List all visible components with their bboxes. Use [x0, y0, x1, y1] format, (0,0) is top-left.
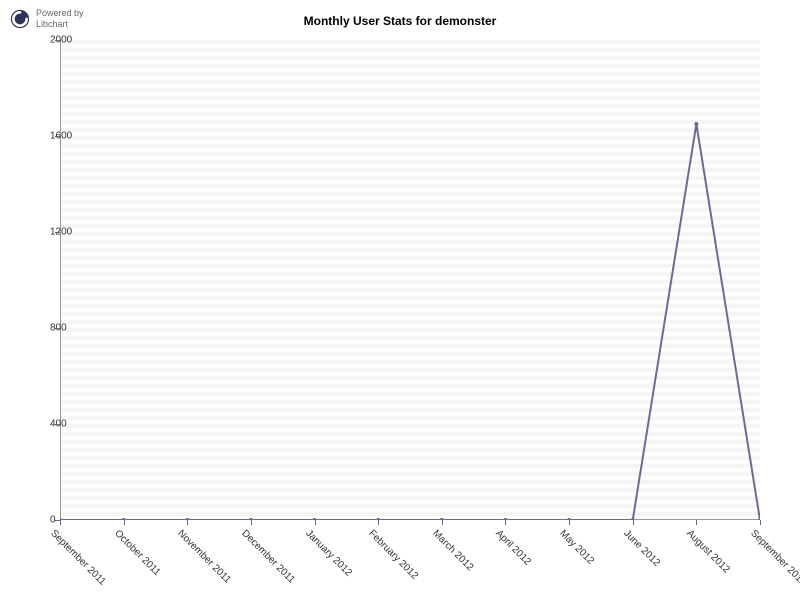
x-axis-tick-label: March 2012: [430, 528, 475, 573]
y-axis-tick-label: 1600: [50, 131, 52, 142]
x-axis-tick-mark: [378, 520, 379, 525]
data-point-marker: [440, 518, 444, 520]
x-axis-tick-mark: [442, 520, 443, 525]
data-point-marker: [60, 518, 62, 520]
data-point-marker: [185, 518, 189, 520]
x-axis-tick-mark: [569, 520, 570, 525]
data-point-marker: [758, 518, 760, 520]
data-point-marker: [249, 518, 253, 520]
x-axis-tick-mark: [60, 520, 61, 525]
x-axis-tick-label: January 2012: [303, 528, 354, 579]
data-point-marker: [631, 518, 635, 520]
data-point-marker: [503, 518, 507, 520]
branding-text: Powered by Libchart: [36, 8, 84, 30]
x-axis-tick-mark: [251, 520, 252, 525]
x-axis-tick-mark: [124, 520, 125, 525]
x-axis-tick-label: February 2012: [366, 528, 420, 582]
y-axis-tick-label: 2000: [50, 35, 52, 46]
y-axis-tick-label: 400: [50, 419, 52, 430]
y-axis-tick-label: 1200: [50, 227, 52, 238]
data-point-marker: [313, 518, 317, 520]
data-point-marker: [122, 518, 126, 520]
x-axis-tick-label: November 2011: [175, 528, 233, 586]
y-axis-tick-label: 0: [50, 515, 52, 526]
chart-title: Monthly User Stats for demonster: [304, 14, 497, 28]
x-axis-tick-mark: [633, 520, 634, 525]
data-point-marker: [567, 518, 571, 520]
x-axis-tick-label: August 2012: [685, 528, 732, 575]
x-axis-tick-mark: [315, 520, 316, 525]
x-axis-tick-label: June 2012: [621, 528, 662, 569]
x-axis-tick-label: May 2012: [557, 528, 596, 567]
chart-line-svg: [60, 40, 760, 520]
data-point-marker: [694, 122, 698, 126]
x-axis-tick-label: September 2012: [748, 528, 800, 588]
branding-area: Powered by Libchart: [10, 8, 84, 30]
x-axis-tick-mark: [505, 520, 506, 525]
y-axis-tick-label: 800: [50, 323, 52, 334]
chart-plot-area: 0400800120016002000 September 2011Octobe…: [60, 40, 760, 520]
x-axis-tick-mark: [696, 520, 697, 525]
x-axis-tick-mark: [760, 520, 761, 525]
x-axis-tick-label: October 2011: [112, 528, 162, 578]
x-axis-tick-label: December 2011: [239, 528, 297, 586]
x-axis-tick-label: September 2011: [48, 528, 108, 588]
data-point-marker: [376, 518, 380, 520]
libchart-logo-icon: [10, 9, 30, 29]
x-axis-tick-mark: [187, 520, 188, 525]
x-axis-tick-label: April 2012: [494, 528, 534, 568]
